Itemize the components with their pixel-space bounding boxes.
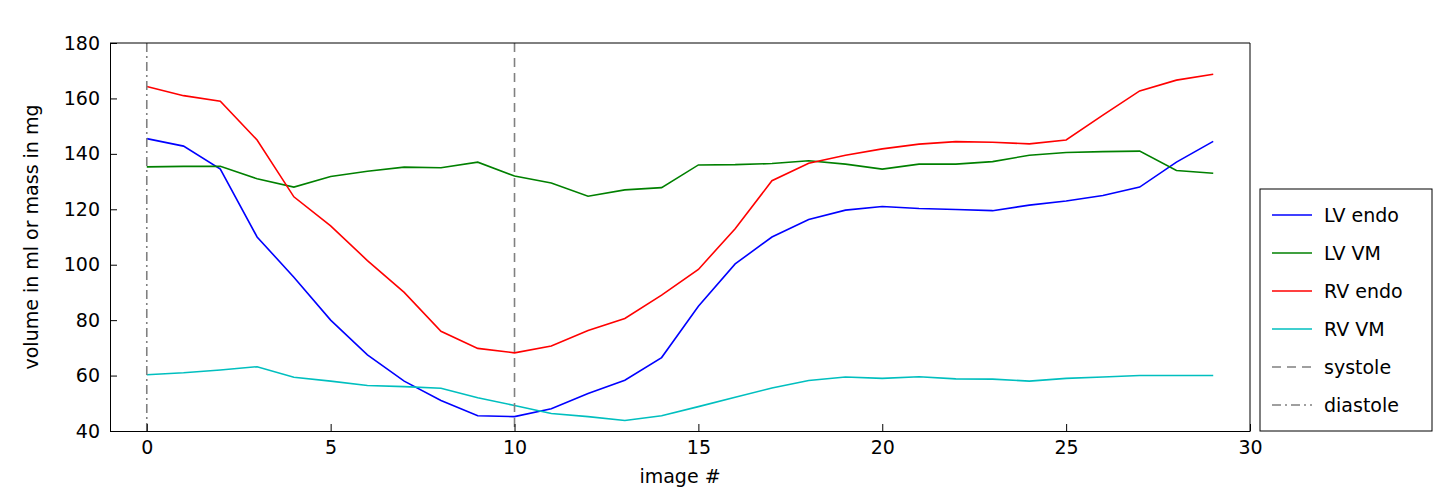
tick-mark xyxy=(110,43,117,44)
tick-label: 180 xyxy=(64,32,100,54)
tick-mark xyxy=(698,424,699,431)
tick-mark xyxy=(110,209,117,210)
tick-label: 60 xyxy=(76,364,100,386)
legend-swatch xyxy=(1272,252,1312,254)
legend-label: LV VM xyxy=(1324,242,1381,264)
tick-mark xyxy=(1066,424,1067,431)
tick: 140 xyxy=(64,142,117,164)
tick-mark xyxy=(110,376,117,377)
y-axis-title: volume in ml or mass in mg xyxy=(20,104,42,369)
legend-swatch xyxy=(1272,214,1312,216)
x-axis: 0 5 10 15 20 25 30 xyxy=(111,424,1263,458)
tick-label: 40 xyxy=(76,420,100,442)
tick-label: 10 xyxy=(503,436,527,458)
tick: 60 xyxy=(76,364,117,386)
tick: 100 xyxy=(64,253,117,275)
frame xyxy=(110,43,1250,44)
tick-label: 5 xyxy=(325,436,337,458)
tick-label: 25 xyxy=(1055,436,1079,458)
tick: 10 xyxy=(503,424,527,458)
reference-line xyxy=(514,43,516,431)
tick-mark xyxy=(110,320,117,321)
y-axis: 40 60 80 100 120 140 160 180 xyxy=(64,32,117,442)
data-layer xyxy=(147,43,1213,431)
legend-box xyxy=(1260,189,1432,431)
x-axis-title: image # xyxy=(639,465,720,487)
tick-mark xyxy=(147,424,148,431)
plot: 0 5 10 15 20 25 30 40 60 80 100 120 140 160 180 image #… xyxy=(20,32,1263,487)
tick-mark xyxy=(110,98,117,99)
tick-label: 0 xyxy=(141,436,153,458)
axis-line xyxy=(111,431,1251,432)
legend-swatch xyxy=(1272,328,1312,330)
tick: 20 xyxy=(871,424,895,458)
tick: 120 xyxy=(64,198,117,220)
legend-label: LV endo xyxy=(1324,204,1399,226)
reference-line xyxy=(146,43,148,431)
tick-mark xyxy=(515,424,516,431)
tick: 40 xyxy=(76,420,117,442)
legend-label: RV VM xyxy=(1324,318,1385,340)
tick: 15 xyxy=(687,424,711,458)
tick-label: 160 xyxy=(64,87,100,109)
tick-label: 20 xyxy=(871,436,895,458)
tick: 0 xyxy=(141,424,153,458)
tick: 25 xyxy=(1055,424,1079,458)
axis-line xyxy=(110,44,111,432)
legend: LV endo LV VM RV endo RV VM systole diastole xyxy=(1260,189,1432,431)
series-line xyxy=(147,74,1213,353)
tick-label: 120 xyxy=(64,198,100,220)
tick-mark xyxy=(1250,424,1251,431)
legend-swatch xyxy=(1272,366,1312,368)
tick-mark xyxy=(110,431,117,432)
series-line xyxy=(147,139,1213,417)
tick-mark xyxy=(882,424,883,431)
tick-label: 100 xyxy=(64,253,100,275)
tick: 30 xyxy=(1238,424,1262,458)
tick-label: 30 xyxy=(1238,436,1262,458)
tick: 80 xyxy=(76,309,117,331)
series-line xyxy=(147,367,1213,421)
legend-label: systole xyxy=(1324,356,1391,378)
tick: 5 xyxy=(325,424,337,458)
legend-swatch xyxy=(1272,290,1312,292)
legend-swatch xyxy=(1272,404,1312,406)
tick-label: 15 xyxy=(687,436,711,458)
legend-label: RV endo xyxy=(1324,280,1403,302)
tick-mark xyxy=(110,265,117,266)
legend-label: diastole xyxy=(1324,394,1399,416)
chart: 0 5 10 15 20 25 30 40 60 80 100 120 140 160 180 image #… xyxy=(0,0,1440,491)
tick-label: 140 xyxy=(64,142,100,164)
tick: 160 xyxy=(64,87,117,109)
series-line xyxy=(147,151,1213,196)
tick-mark xyxy=(110,154,117,155)
tick: 180 xyxy=(64,32,117,54)
tick-label: 80 xyxy=(76,309,100,331)
tick-mark xyxy=(331,424,332,431)
frame xyxy=(1250,43,1251,431)
